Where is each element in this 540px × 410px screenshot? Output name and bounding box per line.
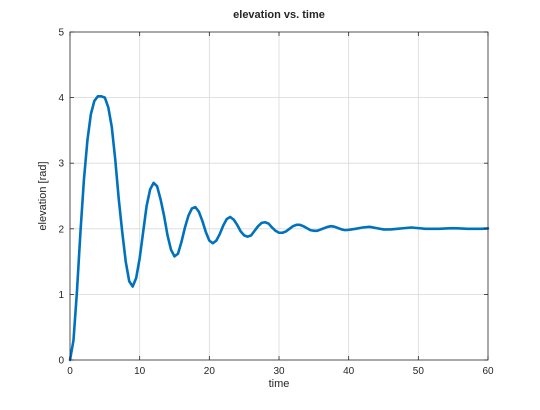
x-tick-label: 40 — [343, 366, 355, 377]
x-tick-label: 60 — [482, 366, 494, 377]
y-tick-label: 2 — [58, 224, 64, 235]
series-line — [68, 94, 490, 362]
tick-layer: 0 10 20 30 40 50 60 0 1 2 3 4 5 — [58, 28, 494, 378]
y-tick-label: 3 — [58, 159, 64, 170]
y-tick-label: 1 — [58, 290, 64, 301]
x-axis-title: time — [269, 378, 290, 390]
x-tick-label: 10 — [134, 366, 146, 377]
x-tick-label: 0 — [67, 366, 73, 377]
y-tick-label: 0 — [58, 356, 64, 367]
chart-title: elevation vs. time — [233, 9, 325, 21]
y-axis-title: elevation [rad] — [37, 161, 49, 230]
x-tick-label: 20 — [204, 366, 216, 377]
y-tick-label: 4 — [58, 93, 64, 104]
y-tick-label: 5 — [58, 28, 64, 39]
grid-layer — [70, 32, 488, 360]
x-tick-label: 50 — [413, 366, 425, 377]
series-layer — [68, 94, 490, 362]
x-tick-label: 30 — [273, 366, 285, 377]
